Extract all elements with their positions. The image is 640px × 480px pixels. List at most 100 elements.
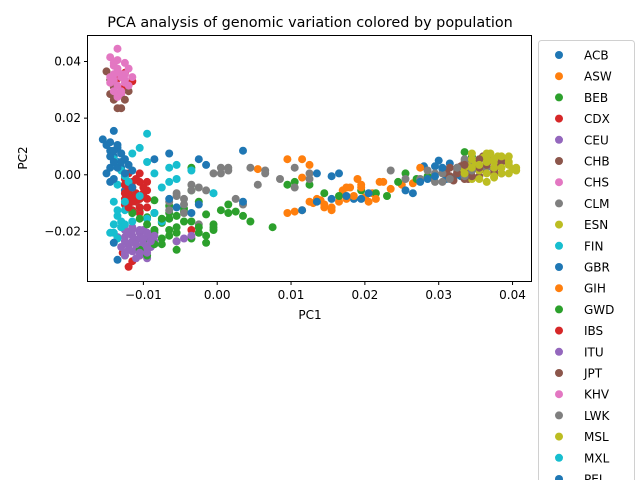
legend-marker-jpt (555, 369, 563, 377)
point-khv-5 (124, 81, 133, 90)
point-jpt-7 (497, 158, 506, 166)
point-chs-9 (124, 64, 133, 73)
point-beb-16 (246, 217, 255, 226)
point-gbr-18 (150, 155, 159, 164)
legend-marker-clm (555, 199, 563, 208)
legend-marker-chs (555, 178, 563, 187)
point-asw-19 (305, 160, 314, 169)
legend-marker-ibs (555, 326, 563, 335)
point-gih-0 (305, 197, 314, 206)
point-jpt-14 (124, 87, 133, 96)
legend-marker-mxl (555, 453, 563, 462)
point-pel-21 (342, 192, 351, 200)
legend-marker-gih (555, 284, 563, 293)
point-gwd-4 (157, 214, 166, 223)
legend-label-gbr: GBR (584, 261, 610, 275)
point-gbr-8 (109, 126, 118, 135)
legend-marker-khv (555, 390, 563, 399)
point-itu-17 (187, 231, 196, 240)
point-beb-37 (335, 192, 343, 200)
series-lwk (165, 163, 476, 215)
point-beb-8 (187, 217, 196, 226)
point-chb-23 (445, 163, 454, 172)
point-mxl-12 (150, 169, 159, 178)
point-lwk-16 (453, 163, 462, 172)
point-beb-15 (239, 211, 247, 220)
point-msl-15 (490, 172, 499, 181)
point-msl-9 (482, 169, 491, 178)
point-beb-10 (202, 210, 211, 219)
point-asw-20 (253, 165, 262, 174)
point-clm-9 (253, 180, 262, 189)
x-tick-label-3: 0.02 (352, 288, 379, 302)
point-itu-6 (143, 243, 152, 251)
point-gbr-7 (106, 138, 115, 147)
point-clm-13 (386, 166, 395, 175)
point-khv-11 (106, 78, 115, 87)
point-lwk-13 (431, 177, 439, 186)
point-ibs-10 (143, 194, 152, 203)
point-beb-20 (165, 231, 174, 240)
point-pel-13 (165, 194, 174, 203)
point-msl-14 (482, 149, 491, 158)
legend-marker-gbr (555, 263, 563, 271)
x-tick-label-0: −0.01 (125, 288, 162, 302)
point-beb-32 (268, 223, 277, 232)
point-mxl-7 (106, 228, 115, 237)
point-lwk-7 (246, 163, 255, 172)
point-pel-22 (357, 194, 366, 203)
point-itu-10 (135, 226, 144, 234)
point-pel-15 (187, 209, 196, 217)
point-msl-1 (467, 163, 476, 172)
point-gbr-25 (335, 169, 343, 178)
point-ibs-7 (128, 197, 137, 206)
plot-frame (87, 35, 532, 282)
point-lwk-15 (445, 175, 454, 183)
legend-label-msl: MSL (584, 430, 609, 444)
point-msl-13 (467, 155, 476, 164)
point-fin-22 (109, 197, 118, 206)
point-lwk-14 (438, 169, 447, 178)
point-mxl-13 (165, 163, 174, 172)
point-beb-14 (231, 207, 240, 216)
point-beb-35 (305, 180, 314, 189)
legend-marker-acb (555, 51, 563, 59)
point-gwd-3 (150, 226, 159, 234)
point-acb-6 (431, 162, 439, 171)
point-asw-17 (283, 155, 292, 164)
series-khv (106, 44, 137, 101)
point-clm-3 (187, 180, 196, 189)
legend-marker-beb (555, 93, 563, 102)
point-msl-5 (497, 152, 506, 161)
point-jpt-9 (453, 169, 462, 178)
point-esn-11 (482, 177, 491, 186)
point-itu-9 (128, 226, 137, 234)
point-cdx-14 (135, 169, 144, 178)
legend-label-lwk: LWK (584, 409, 610, 423)
point-gih-8 (379, 177, 388, 186)
point-beb-34 (290, 177, 299, 186)
legend-marker-gwd (555, 305, 563, 314)
point-msl-0 (460, 169, 469, 178)
point-beb-36 (320, 189, 329, 198)
legend-label-gih: GIH (584, 282, 606, 296)
point-itu-2 (128, 231, 137, 240)
point-khv-8 (109, 70, 118, 79)
series-msl (460, 149, 521, 183)
point-msl-8 (490, 163, 499, 172)
point-pel-20 (327, 194, 336, 203)
point-mxl-6 (113, 206, 122, 215)
point-khv-9 (120, 58, 129, 67)
legend-marker-chb (555, 157, 563, 165)
legend-label-itu: ITU (584, 345, 604, 359)
point-cdx-9 (135, 209, 144, 217)
point-lwk-5 (216, 163, 225, 172)
point-beb-13 (224, 200, 233, 209)
point-beb-5 (165, 214, 174, 223)
point-ceu-13 (117, 243, 126, 251)
point-gbr-24 (327, 172, 336, 181)
point-lwk-19 (165, 206, 174, 215)
point-asw-1 (290, 207, 299, 216)
point-beb-47 (172, 245, 181, 254)
point-mxl-5 (120, 197, 129, 206)
